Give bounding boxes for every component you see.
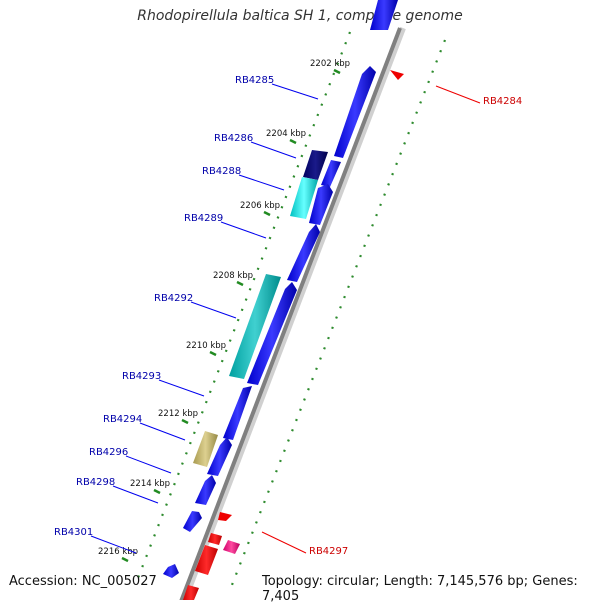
kbp-tick-mark (121, 556, 129, 563)
gene-leader-line (90, 535, 137, 554)
gene-rb4284 (390, 70, 404, 80)
gene-leader-line (139, 422, 186, 441)
forward-genes (163, 0, 398, 578)
kbp-tick-mark (236, 280, 244, 287)
gene-label-text[interactable]: RB4284 (483, 96, 522, 107)
gene-segment (370, 0, 398, 30)
gene-rb4288 (290, 177, 318, 219)
kbp-tick-layer: 2202 kbp 2204 kbp 2206 kbp 2208 kbp 2210 kbp… (98, 59, 350, 563)
gene-label-rb4285[interactable]: RB4285 (235, 75, 319, 100)
gene-segment (309, 184, 333, 225)
gene-label-rb4292[interactable]: RB4292 (154, 293, 237, 319)
kbp-tick-mark (181, 418, 189, 425)
kbp-tick: 2210 kbp (186, 341, 226, 357)
kbp-tick: 2208 kbp (213, 271, 253, 287)
gene-label-rb4286[interactable]: RB4286 (214, 133, 297, 159)
kbp-tick: 2206 kbp (240, 201, 280, 217)
highlight-genes (183, 70, 404, 600)
gene-label-text[interactable]: RB4298 (76, 477, 115, 488)
kbp-tick-label: 2212 kbp (158, 409, 198, 419)
gene-label-rb4301[interactable]: RB4301 (54, 527, 137, 554)
gene-segment (223, 386, 252, 440)
kbp-tick-mark (263, 210, 271, 217)
kbp-tick-label: 2202 kbp (310, 59, 350, 69)
gene-leader-line (261, 531, 307, 554)
gene-segment (183, 511, 202, 532)
gene-segment (207, 437, 232, 476)
gene-segment-red (183, 585, 199, 600)
kbp-tick-mark (209, 350, 217, 357)
gene-label-text[interactable]: RB4289 (184, 213, 223, 224)
gene-segment-red (208, 533, 222, 545)
gene-segment (247, 282, 297, 385)
gene-segment (163, 564, 179, 578)
kbp-tick: 2204 kbp (266, 129, 306, 145)
gene-leader-line (125, 455, 172, 474)
kbp-tick-label: 2204 kbp (266, 129, 306, 139)
gene-label-text[interactable]: RB4285 (235, 75, 274, 86)
gene-label-rb4293[interactable]: RB4293 (122, 371, 205, 397)
gene-label-rb4284[interactable]: RB4284 (435, 85, 522, 107)
gene-segment-magenta (223, 540, 240, 554)
kbp-tick-label: 2210 kbp (186, 341, 226, 351)
gene-segment (195, 475, 216, 505)
gene-label-rb4297[interactable]: RB4297 (261, 531, 348, 557)
gene-leader-line (271, 83, 319, 100)
gene-label-rb4294[interactable]: RB4294 (103, 414, 186, 441)
kbp-tick: 2216 kbp (98, 547, 138, 563)
colored-genes (193, 150, 328, 467)
gene-rb4297-marker (218, 512, 232, 521)
gene-label-text[interactable]: RB4288 (202, 166, 241, 177)
gene-label-text[interactable]: RB4286 (214, 133, 253, 144)
gene-leader-line (238, 174, 285, 191)
gene-segment (321, 160, 341, 187)
gene-segment-red (195, 545, 218, 575)
gene-leader-line (250, 141, 297, 159)
ruler-dotted-line (136, 31, 352, 579)
accession-text: Accession: NC_005027 (9, 574, 157, 589)
gene-label-text[interactable]: RB4296 (89, 447, 128, 458)
gene-label-rb4296[interactable]: RB4296 (89, 447, 172, 474)
kbp-tick: 2214 kbp (130, 479, 170, 495)
gene-label-layer: RB4284 RB4285 RB4286 RB4288 RB4289 RB4292 RB42… (54, 75, 522, 557)
backbone-shadow (181, 26, 406, 600)
gene-label-rb4289[interactable]: RB4289 (184, 213, 267, 239)
kbp-tick-mark (153, 488, 161, 495)
gene-label-text[interactable]: RB4297 (309, 546, 348, 557)
gene-segment (287, 224, 320, 282)
gene-rb4286 (303, 150, 328, 180)
gene-rb4294 (193, 431, 218, 467)
kbp-tick: 2202 kbp (310, 59, 350, 75)
gene-label-rb4298[interactable]: RB4298 (76, 477, 159, 504)
gene-label-text[interactable]: RB4292 (154, 293, 193, 304)
kbp-tick-mark (289, 138, 297, 145)
kbp-tick-label: 2214 kbp (130, 479, 170, 489)
kbp-tick-label: 2206 kbp (240, 201, 280, 211)
gene-label-text[interactable]: RB4293 (122, 371, 161, 382)
gene-leader-line (190, 301, 237, 319)
kbp-tick-label: 2208 kbp (213, 271, 253, 281)
kbp-tick-mark (333, 68, 341, 75)
kbp-tick: 2212 kbp (158, 409, 198, 425)
gene-leader-line (158, 379, 205, 397)
gene-label-text[interactable]: RB4301 (54, 527, 93, 538)
gene-leader-line (112, 485, 159, 504)
kbp-tick-label: 2216 kbp (98, 547, 138, 557)
gene-label-text[interactable]: RB4294 (103, 414, 142, 425)
gene-rb4292 (229, 274, 281, 379)
gene-segment (334, 66, 376, 158)
genome-backbone (179, 27, 402, 600)
gene-leader-line (220, 221, 267, 239)
gene-leader-line (435, 85, 481, 104)
gene-label-rb4288[interactable]: RB4288 (202, 166, 285, 191)
